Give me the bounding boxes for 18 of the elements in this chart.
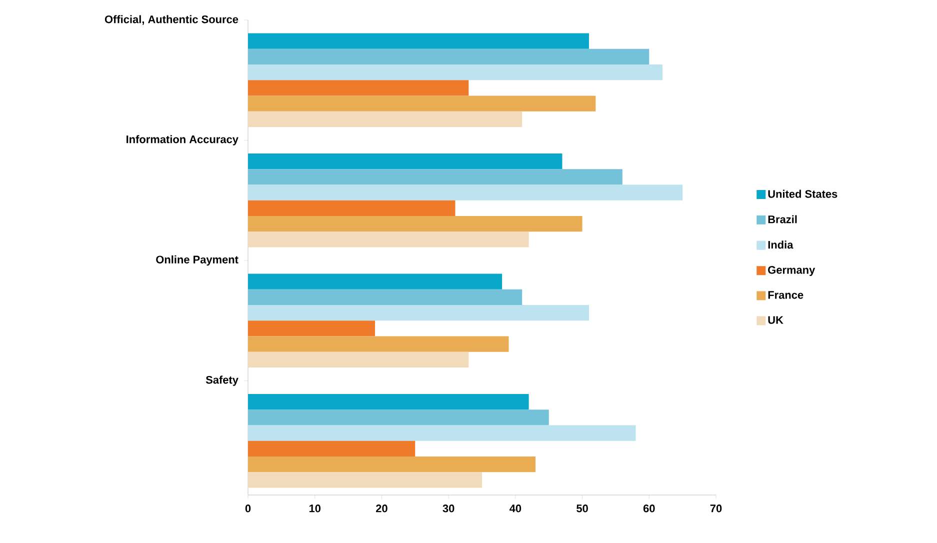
y-tick-label: Official, Authentic Source bbox=[104, 15, 238, 25]
legend-label: UK bbox=[768, 316, 784, 324]
x-tick-label: 70 bbox=[710, 504, 722, 512]
y-tick-label: Online Payment bbox=[156, 255, 238, 266]
x-tick-label: 20 bbox=[376, 504, 388, 512]
legend-label: Germany bbox=[768, 266, 816, 276]
x-tick-label: 40 bbox=[510, 504, 522, 512]
x-tick-label: 0 bbox=[245, 504, 251, 512]
legend-label: India bbox=[768, 240, 794, 249]
legend-label: United States bbox=[768, 190, 838, 198]
y-tick-label: Information Accuracy bbox=[126, 135, 238, 146]
y-tick-label: Safety bbox=[206, 376, 238, 386]
legend-label: Brazil bbox=[768, 215, 797, 224]
x-tick-label: 10 bbox=[309, 504, 320, 512]
x-tick-label: 60 bbox=[643, 504, 655, 512]
legend-label: France bbox=[768, 291, 804, 299]
x-tick-label: 50 bbox=[576, 504, 588, 512]
x-tick-label: 30 bbox=[442, 504, 454, 512]
